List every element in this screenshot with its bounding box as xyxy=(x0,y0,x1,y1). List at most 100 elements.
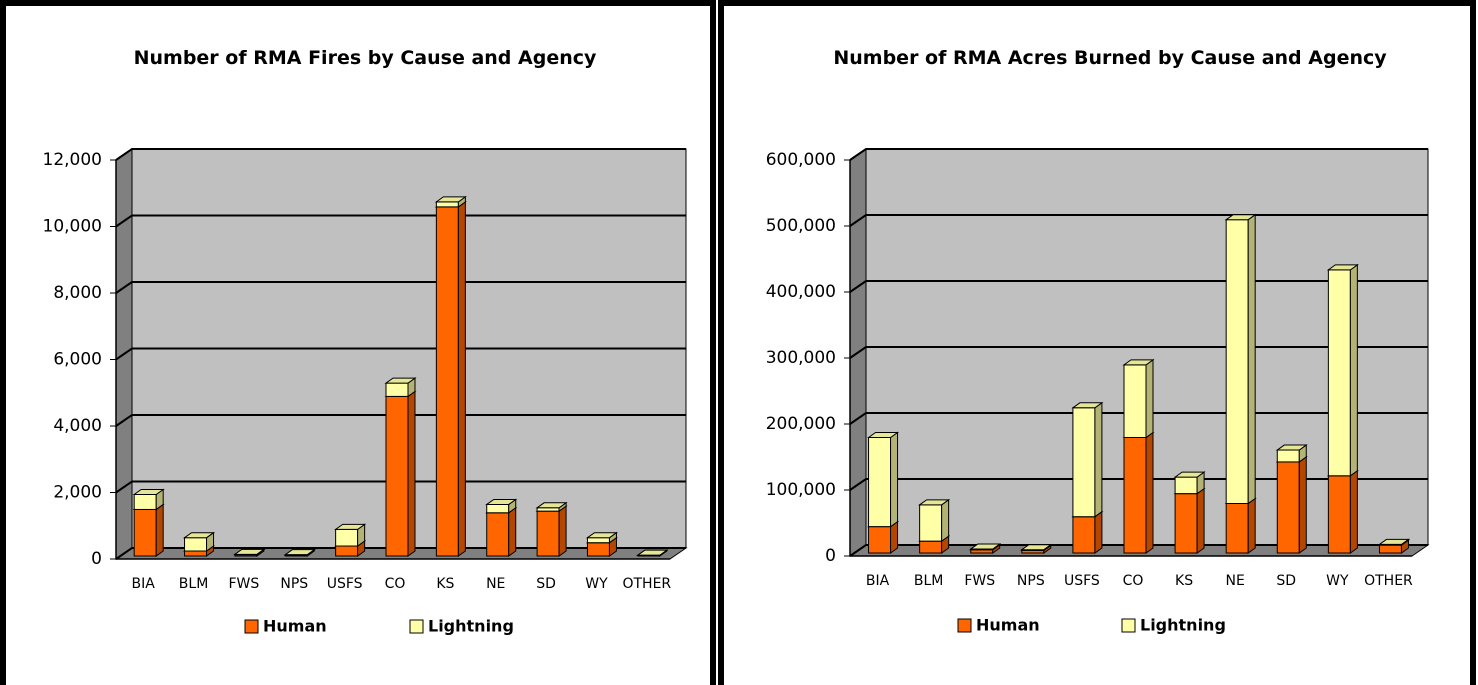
y-tick-label: 2,000 xyxy=(53,483,102,503)
y-tick-label: 0 xyxy=(91,549,102,569)
bar xyxy=(1122,431,1155,554)
bar-front xyxy=(1072,516,1096,554)
grid-line xyxy=(115,347,686,361)
bar-side xyxy=(1196,487,1205,554)
bar xyxy=(132,503,165,557)
bar xyxy=(1122,358,1155,439)
bar-front xyxy=(1123,364,1147,438)
bar xyxy=(1071,401,1104,518)
legend-swatch xyxy=(1121,618,1136,633)
bar-side xyxy=(1145,431,1154,554)
legend-swatch xyxy=(244,619,259,634)
panel-frame xyxy=(718,0,1476,685)
x-tick-label: WY xyxy=(1326,573,1349,589)
bar-top xyxy=(1173,471,1206,478)
bar-front xyxy=(1378,544,1402,554)
bar-side xyxy=(1298,455,1307,554)
bar-side xyxy=(407,390,416,557)
bar xyxy=(636,549,669,557)
bar-side xyxy=(457,200,466,557)
bar-side xyxy=(558,505,567,557)
y-tick-label: 300,000 xyxy=(766,348,836,368)
grid-line xyxy=(115,414,686,427)
bar xyxy=(1275,444,1308,463)
bar-top xyxy=(1122,359,1155,366)
legend-label: Lightning xyxy=(1140,616,1226,635)
bar-top xyxy=(283,549,316,556)
bar xyxy=(866,431,900,528)
x-tick-label: NE xyxy=(486,576,505,592)
bar-top xyxy=(334,523,367,530)
x-tick-label: BIA xyxy=(132,576,156,592)
bar xyxy=(1326,263,1359,477)
bar-front xyxy=(184,537,208,552)
bar-top xyxy=(636,549,669,556)
bar-side xyxy=(155,503,164,557)
bar-front xyxy=(1327,475,1351,554)
bar-front xyxy=(1123,437,1147,554)
x-tick-label: NPS xyxy=(280,576,308,592)
bar xyxy=(132,488,165,511)
grid-line xyxy=(115,480,686,494)
x-tick-label: SD xyxy=(1276,573,1296,589)
bar-front xyxy=(335,528,359,547)
bar-side xyxy=(1349,263,1358,477)
bar xyxy=(1173,471,1206,495)
bar-front xyxy=(184,550,208,557)
bar-top xyxy=(233,548,266,555)
bar-top xyxy=(535,502,568,509)
x-tick-label: FWS xyxy=(964,573,995,589)
bar-front xyxy=(1327,269,1351,477)
bar xyxy=(585,531,619,544)
bar xyxy=(1224,497,1257,554)
bar xyxy=(1377,538,1411,547)
x-tick-label: SD xyxy=(536,576,556,592)
bar xyxy=(485,506,518,557)
x-tick-label: KS xyxy=(436,576,454,592)
y-tick-label: 4,000 xyxy=(53,416,102,436)
x-tick-label: CO xyxy=(1123,573,1144,589)
bar-front xyxy=(1174,476,1198,495)
bar-front xyxy=(868,526,892,554)
y-tick-label: 0 xyxy=(825,546,836,566)
bar xyxy=(182,531,216,552)
bar xyxy=(334,523,367,547)
bar-top xyxy=(182,532,216,539)
bar-side xyxy=(890,431,899,528)
legend-label: Human xyxy=(976,616,1040,635)
bar-front xyxy=(919,540,943,554)
y-tick-label: 200,000 xyxy=(766,414,836,434)
bar xyxy=(233,548,266,556)
bar-top xyxy=(866,432,900,438)
panel-frame xyxy=(0,0,716,685)
bar-side xyxy=(1247,213,1256,505)
bar-front xyxy=(1225,219,1249,504)
bar xyxy=(535,501,568,513)
bar-top xyxy=(434,196,467,203)
y-tick-label: 500,000 xyxy=(766,216,836,236)
bar-top xyxy=(1377,538,1411,545)
legend-swatch xyxy=(409,619,424,634)
x-tick-label: BLM xyxy=(179,576,208,592)
legend-label: Lightning xyxy=(428,617,514,636)
x-tick-label: USFS xyxy=(327,576,363,592)
bar-side xyxy=(1145,358,1154,439)
bar-front xyxy=(133,493,157,510)
bar xyxy=(535,505,568,557)
bar-front xyxy=(486,503,510,514)
bar-front xyxy=(1225,503,1249,554)
bar-front xyxy=(586,537,610,544)
chart-title: Number of RMA Fires by Cause and Agency xyxy=(133,47,597,69)
legend-label: Human xyxy=(263,617,327,636)
bar-front xyxy=(335,545,359,557)
bar xyxy=(1224,213,1257,505)
bar-front xyxy=(586,542,610,557)
bar-front xyxy=(435,201,459,208)
y-tick-label: 6,000 xyxy=(53,350,102,370)
x-tick-label: CO xyxy=(385,576,406,592)
bar xyxy=(434,195,467,208)
grid-line xyxy=(115,281,686,294)
bar-side xyxy=(1094,510,1103,554)
